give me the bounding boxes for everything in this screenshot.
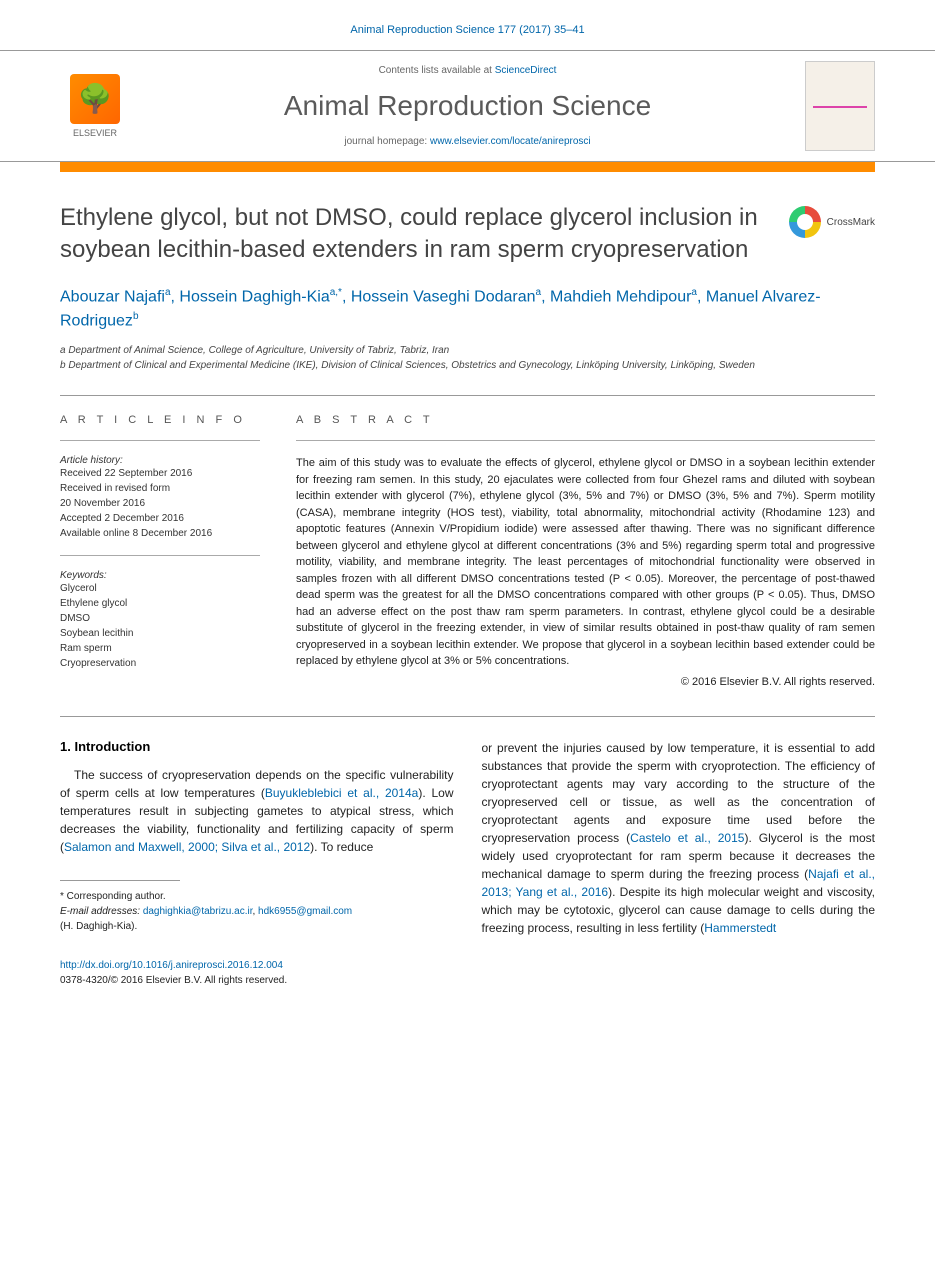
email-link-2[interactable]: hdk6955@gmail.com (258, 906, 352, 917)
keyword-item: DMSO (60, 611, 260, 626)
homepage-line: journal homepage: www.elsevier.com/locat… (130, 136, 805, 147)
abstract-copyright: © 2016 Elsevier B.V. All rights reserved… (296, 676, 875, 688)
journal-name: Animal Reproduction Science (130, 90, 805, 122)
footnote-author: (H. Daghigh-Kia). (60, 919, 454, 934)
keyword-item: Glycerol (60, 581, 260, 596)
homepage-label: journal homepage: (344, 136, 430, 147)
elsevier-tree-icon (70, 74, 120, 124)
email-line: E-mail addresses: daghighkia@tabrizu.ac.… (60, 904, 454, 919)
meta-divider (60, 440, 260, 441)
title-row: Ethylene glycol, but not DMSO, could rep… (60, 202, 875, 267)
sciencedirect-link[interactable]: ScienceDirect (495, 65, 557, 76)
crossmark-label: CrossMark (827, 217, 875, 228)
meta-divider (60, 555, 260, 556)
body-columns: 1. Introduction The success of cryoprese… (60, 739, 875, 988)
history-label: Article history: (60, 455, 260, 466)
elsevier-label: ELSEVIER (73, 128, 117, 138)
abstract-col: A B S T R A C T The aim of this study wa… (296, 414, 875, 688)
keyword-item: Cryopreservation (60, 656, 260, 671)
history-item: Received in revised form (60, 481, 260, 496)
footnote-block: * Corresponding author. E-mail addresses… (60, 889, 454, 934)
abstract-head: A B S T R A C T (296, 414, 875, 426)
journal-cover-thumbnail (805, 61, 875, 151)
keyword-item: Ram sperm (60, 641, 260, 656)
article-title: Ethylene glycol, but not DMSO, could rep… (60, 202, 769, 267)
elsevier-logo: ELSEVIER (60, 66, 130, 146)
orange-divider-bar (60, 162, 875, 172)
affiliation-a: a Department of Animal Science, College … (60, 343, 875, 358)
journal-header: ELSEVIER Contents lists available at Sci… (0, 50, 935, 162)
body-divider (60, 716, 875, 717)
body-text-right: or prevent the injuries caused by low te… (482, 739, 876, 937)
authors-list: Abouzar Najafia, Hossein Daghigh-Kiaa,*,… (60, 285, 875, 334)
section-heading: 1. Introduction (60, 739, 454, 754)
abstract-text: The aim of this study was to evaluate th… (296, 455, 875, 670)
keyword-item: Ethylene glycol (60, 596, 260, 611)
corresponding-author-label: * Corresponding author. (60, 889, 454, 904)
body-col-right: or prevent the injuries caused by low te… (482, 739, 876, 988)
history-item: Available online 8 December 2016 (60, 526, 260, 541)
keywords-list: GlycerolEthylene glycolDMSOSoybean lecit… (60, 581, 260, 671)
homepage-link[interactable]: www.elsevier.com/locate/anireprosci (430, 136, 591, 147)
meta-abstract-row: A R T I C L E I N F O Article history: R… (60, 414, 875, 688)
header-center: Contents lists available at ScienceDirec… (130, 65, 805, 147)
keywords-label: Keywords: (60, 570, 260, 581)
history-item: 20 November 2016 (60, 496, 260, 511)
email-label: E-mail addresses: (60, 906, 143, 917)
article-info-head: A R T I C L E I N F O (60, 414, 260, 426)
contents-text: Contents lists available at (379, 65, 495, 76)
history-list: Received 22 September 2016Received in re… (60, 466, 260, 541)
body-text-left: The success of cryopreservation depends … (60, 766, 454, 856)
affiliation-b: b Department of Clinical and Experimenta… (60, 358, 875, 373)
crossmark-badge[interactable]: CrossMark (789, 206, 875, 238)
keyword-item: Soybean lecithin (60, 626, 260, 641)
affiliations: a Department of Animal Science, College … (60, 343, 875, 373)
history-item: Received 22 September 2016 (60, 466, 260, 481)
section-divider (60, 395, 875, 396)
header-citation: Animal Reproduction Science 177 (2017) 3… (0, 0, 935, 50)
doi-block: http://dx.doi.org/10.1016/j.anireprosci.… (60, 958, 454, 988)
email-link-1[interactable]: daghighkia@tabrizu.ac.ir (143, 906, 253, 917)
footnote-divider (60, 880, 180, 881)
body-col-left: 1. Introduction The success of cryoprese… (60, 739, 454, 988)
contents-line: Contents lists available at ScienceDirec… (130, 65, 805, 76)
doi-link[interactable]: http://dx.doi.org/10.1016/j.anireprosci.… (60, 960, 283, 971)
issn-copyright: 0378-4320/© 2016 Elsevier B.V. All right… (60, 973, 454, 988)
article-info-col: A R T I C L E I N F O Article history: R… (60, 414, 260, 688)
crossmark-icon (789, 206, 821, 238)
history-item: Accepted 2 December 2016 (60, 511, 260, 526)
meta-divider (296, 440, 875, 441)
